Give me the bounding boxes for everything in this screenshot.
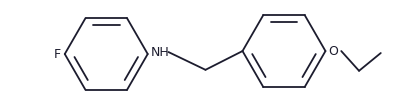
Text: F: F: [54, 48, 61, 60]
Text: NH: NH: [151, 46, 169, 58]
Text: O: O: [328, 45, 338, 58]
